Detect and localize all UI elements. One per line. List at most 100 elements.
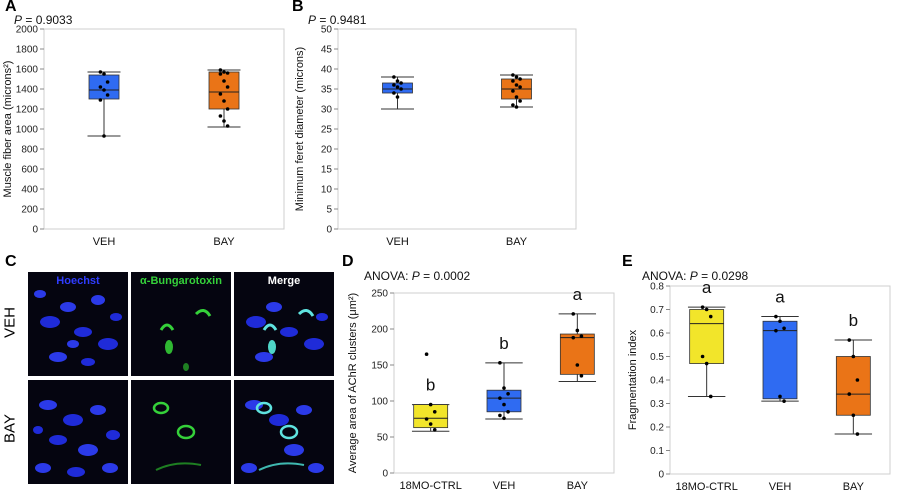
y-axis-label: Muscle fiber area (microns²) xyxy=(2,61,14,198)
data-point xyxy=(511,89,515,93)
data-point xyxy=(514,105,519,109)
column-label-bungarotoxin: α-Bungarotoxin xyxy=(140,275,222,287)
data-point xyxy=(225,85,230,89)
plot-frame xyxy=(43,28,285,230)
box-iqr xyxy=(835,356,871,416)
data-point xyxy=(98,98,103,102)
x-tick-label: 18MO-CTRL xyxy=(675,481,737,493)
data-point xyxy=(774,314,778,319)
data-point xyxy=(700,354,705,359)
data-point xyxy=(851,413,856,418)
panel-letter-e: E xyxy=(622,253,633,270)
data-point xyxy=(225,71,230,75)
y-tick-label: 0.2 xyxy=(650,423,664,434)
y-tick-label: 1600 xyxy=(16,65,39,76)
y-tick-label: 200 xyxy=(21,205,38,216)
data-point xyxy=(218,92,223,96)
y-tick-label: 15 xyxy=(321,165,333,176)
data-point xyxy=(218,114,223,118)
data-point xyxy=(579,334,584,338)
y-tick-label: 0.6 xyxy=(650,329,664,340)
row-label-bay: BAY xyxy=(1,414,19,443)
microscopy-panel: VEH BAY Hoechst α-Bungarotoxin Merg xyxy=(2,272,334,490)
data-point xyxy=(502,386,506,390)
data-point xyxy=(502,402,506,407)
x-tick-label: BAY xyxy=(567,480,589,492)
box-veh xyxy=(485,361,523,421)
y-tick-label: 5 xyxy=(326,205,332,216)
data-point xyxy=(778,319,782,324)
cell-veh-hoechst: Hoechst xyxy=(28,272,128,376)
data-point xyxy=(424,417,429,421)
data-point xyxy=(855,378,860,382)
data-point xyxy=(428,402,433,407)
data-point xyxy=(102,72,106,76)
y-tick-label: 0.3 xyxy=(650,399,664,410)
y-tick-label: 0.4 xyxy=(650,376,664,387)
chart-title: ANOVA: P = 0.0298 xyxy=(642,269,749,283)
box-veh xyxy=(381,75,414,110)
y-tick-label: 100 xyxy=(371,397,388,408)
significance-letter: a xyxy=(775,288,785,307)
box-iqr xyxy=(208,71,240,110)
data-point xyxy=(105,80,110,84)
y-tick-label: 0.1 xyxy=(650,446,664,457)
column-label-merge: Merge xyxy=(267,275,301,287)
x-tick-label: BAY xyxy=(843,481,865,493)
y-tick-label: 2000 xyxy=(16,25,39,36)
data-point xyxy=(704,307,709,312)
significance-letter: b xyxy=(849,311,858,330)
y-tick-label: 45 xyxy=(321,45,333,56)
y-tick-label: 200 xyxy=(371,325,388,336)
data-point xyxy=(511,79,515,83)
y-tick-label: 1400 xyxy=(16,85,39,96)
data-point xyxy=(506,392,510,396)
x-tick-label: VEH xyxy=(493,480,516,492)
chart-a-fiber-area: 0 200 400 600 800 1000 1200 1400 1600 1800 2000 Mus… xyxy=(2,13,285,248)
column-label-hoechst: Hoechst xyxy=(56,275,100,287)
y-tick-label: 0.8 xyxy=(650,282,664,293)
data-point xyxy=(395,95,400,99)
data-point xyxy=(225,124,230,128)
y-tick-label: 1000 xyxy=(16,125,39,136)
data-point xyxy=(98,70,103,74)
data-point xyxy=(222,70,226,74)
box-veh xyxy=(87,70,121,138)
box-veh xyxy=(761,314,799,403)
data-point xyxy=(847,392,852,396)
panel-letter-a: A xyxy=(5,0,17,15)
data-point xyxy=(395,79,400,83)
data-point xyxy=(847,338,852,342)
cell-bay-merge xyxy=(234,380,334,484)
x-tick-label: BAY xyxy=(506,236,528,248)
y-tick-label: 0.7 xyxy=(650,305,664,316)
data-point xyxy=(782,399,786,403)
data-point xyxy=(511,103,515,107)
data-point xyxy=(575,363,580,367)
data-point xyxy=(700,305,705,309)
data-point xyxy=(579,374,584,378)
data-point xyxy=(511,73,515,77)
data-point xyxy=(571,312,576,316)
y-tick-label: 0 xyxy=(32,225,38,236)
y-tick-label: 1200 xyxy=(16,105,39,116)
y-tick-label: 400 xyxy=(21,185,38,196)
y-tick-label: 600 xyxy=(21,165,38,176)
row-label-veh: VEH xyxy=(1,307,19,338)
data-point xyxy=(778,394,782,399)
y-tick-label: 10 xyxy=(321,185,333,196)
y-tick-label: 0 xyxy=(658,470,664,481)
cell-bay-hoechst xyxy=(28,380,128,484)
panel-letter-d: D xyxy=(342,253,354,270)
data-point xyxy=(399,87,403,91)
panel-letter-b: B xyxy=(292,0,304,15)
chart-e-fragmentation: 0 0.1 0.2 0.3 0.4 0.5 0.6 0.7 0.8 Fragmentation i… xyxy=(627,269,891,493)
data-point xyxy=(424,352,429,356)
data-point xyxy=(571,335,576,340)
box-iqr xyxy=(559,333,595,375)
data-point xyxy=(518,77,522,81)
y-tick-label: 40 xyxy=(321,65,333,76)
data-point xyxy=(498,396,502,400)
box-bay xyxy=(834,338,873,436)
y-tick-label: 0.5 xyxy=(650,352,664,363)
